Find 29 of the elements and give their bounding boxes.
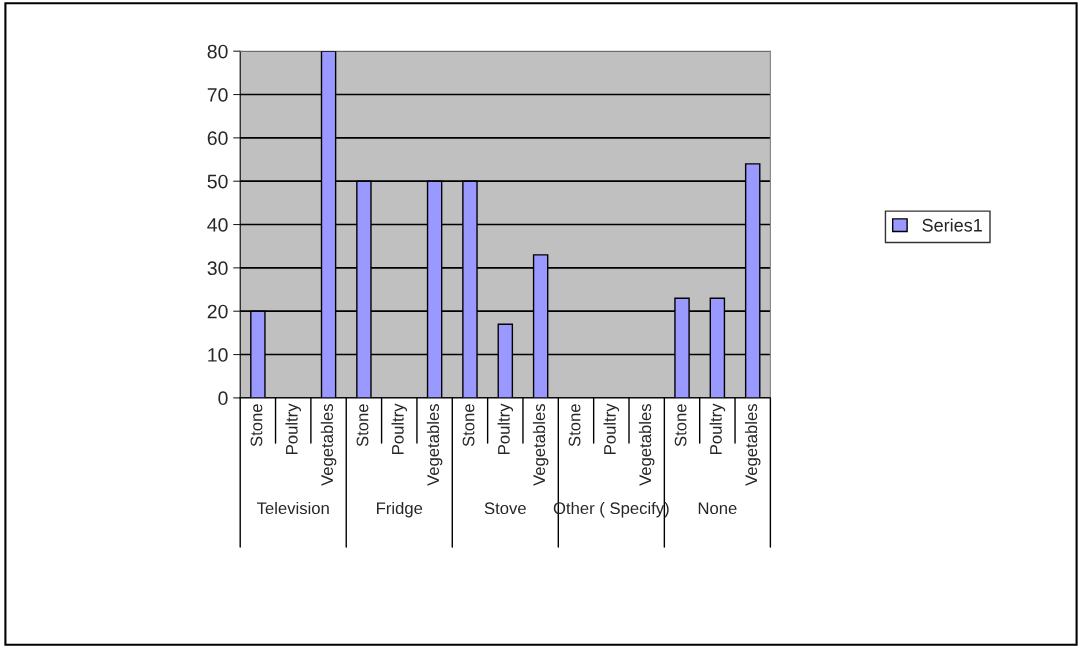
x-tick-label: Poultry bbox=[709, 403, 726, 454]
text: Television bbox=[257, 501, 329, 515]
y-tick-label: 60 bbox=[207, 131, 228, 146]
y-tick-label: 10 bbox=[208, 348, 228, 362]
x-tick-label: Vegetables bbox=[744, 404, 761, 486]
x-tick-label: Vegetables bbox=[426, 404, 443, 486]
y-tick-label: 30 bbox=[207, 261, 228, 276]
x-tick-label: Stone bbox=[250, 404, 263, 447]
text: Fridge bbox=[377, 501, 423, 518]
x-tick-label: Vegetables bbox=[320, 404, 337, 486]
x-tick-label: Poultry bbox=[603, 403, 620, 454]
legend-label: Series1 bbox=[922, 218, 982, 232]
text: Stove bbox=[484, 502, 526, 515]
y-tick-label: 20 bbox=[207, 304, 228, 319]
y-tick-label: 80 bbox=[207, 44, 228, 59]
y-tick-label: 0 bbox=[218, 391, 228, 406]
x-tick-label: Vegetables bbox=[638, 404, 655, 486]
x-tick-label: Poultry bbox=[285, 403, 301, 454]
y-tick-label: 50 bbox=[207, 174, 228, 189]
x-tick-label: Stone bbox=[674, 404, 687, 447]
x-tick-label: Stone bbox=[568, 404, 581, 447]
text: None bbox=[698, 502, 737, 515]
x-tick-label: Poultry bbox=[391, 403, 408, 454]
y-tick-label: 70 bbox=[207, 87, 228, 102]
x-tick-label: Poultry bbox=[497, 403, 514, 454]
x-tick-label: Stone bbox=[356, 404, 369, 447]
y-tick-label: 40 bbox=[207, 218, 228, 232]
x-tick-label: Vegetables bbox=[532, 404, 549, 486]
x-tick-label: Stone bbox=[462, 404, 475, 447]
